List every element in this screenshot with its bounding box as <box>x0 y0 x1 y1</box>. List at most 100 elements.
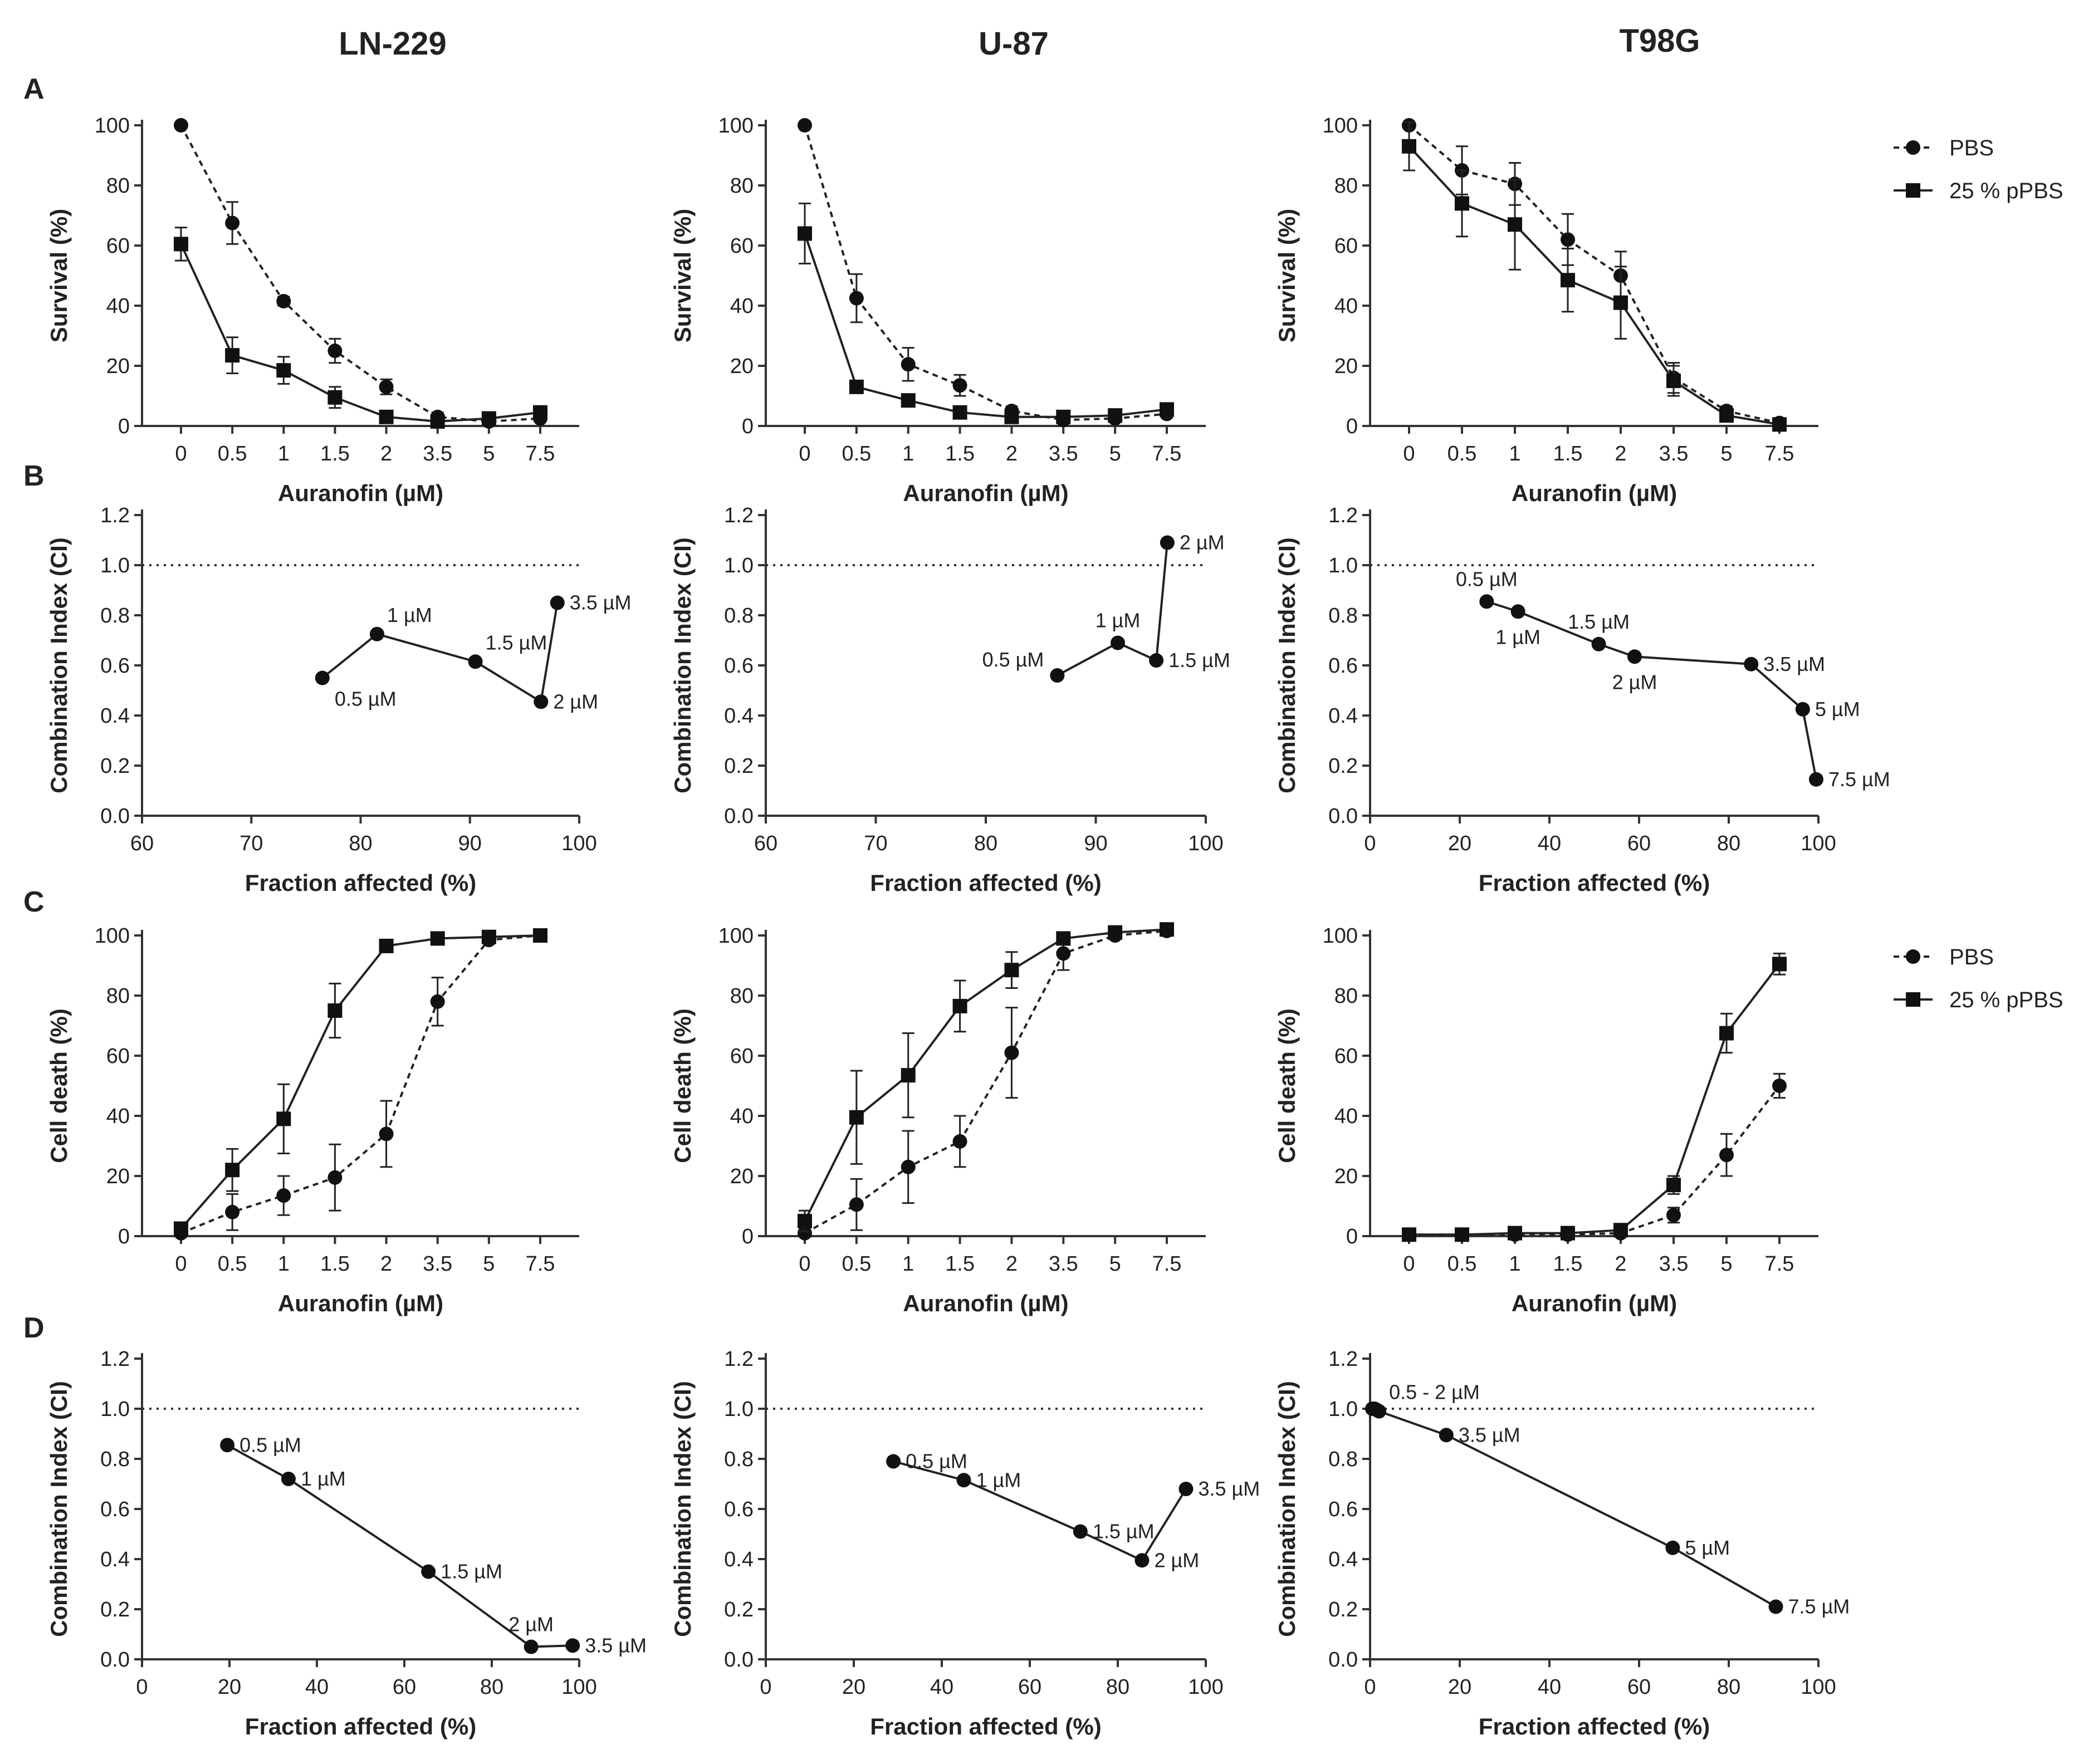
y-tick-label: 100 <box>1323 114 1358 138</box>
y-tick-label: 1.2 <box>100 504 130 527</box>
y-tick-label: 60 <box>730 1045 754 1068</box>
data-point <box>1455 1227 1469 1242</box>
y-tick-label: 0.0 <box>724 805 754 828</box>
series-ppbs <box>174 227 547 429</box>
y-axis-label: Cell death (%) <box>669 1008 696 1163</box>
data-point <box>1508 217 1522 232</box>
data-point <box>1056 931 1071 946</box>
x-tick-label: 80 <box>1717 1675 1740 1699</box>
data-point <box>1772 1079 1787 1093</box>
column-title-t98g: T98G <box>1619 23 1700 59</box>
x-axis-label: Auranofin (µM) <box>903 480 1068 506</box>
x-axis-label: Auranofin (µM) <box>278 480 443 506</box>
x-tick-label: 1.5 <box>1553 1252 1583 1276</box>
x-tick-label: 60 <box>1627 1675 1651 1699</box>
y-tick-label: 0 <box>742 1225 754 1248</box>
y-tick-label: 20 <box>1334 355 1358 378</box>
ci-point-label: 3.5 µM <box>570 591 632 614</box>
ci-point <box>1665 1540 1680 1555</box>
y-tick-label: 80 <box>730 984 754 1008</box>
y-tick-label: 1.2 <box>1328 1347 1358 1371</box>
x-tick-label: 100 <box>1188 832 1223 855</box>
x-tick-label: 100 <box>561 1675 596 1699</box>
x-tick-label: 90 <box>1084 832 1107 855</box>
x-tick-label: 2 <box>1006 442 1018 465</box>
series-ppbs <box>1402 121 1787 432</box>
x-tick-label: 7.5 <box>526 442 555 465</box>
x-tick-label: 40 <box>305 1675 329 1699</box>
ci-point-label: 2 µM <box>1612 670 1657 693</box>
y-tick-label: 40 <box>1334 1105 1358 1128</box>
ci-point <box>1510 604 1525 619</box>
y-tick-label: 0.6 <box>100 1498 130 1521</box>
data-point <box>901 1159 916 1174</box>
y-tick-label: 0.2 <box>100 754 130 778</box>
ci-point <box>1149 653 1164 668</box>
x-tick-label: 2 <box>380 1252 392 1276</box>
data-point <box>481 411 496 426</box>
y-tick-label: 1.0 <box>100 554 130 577</box>
x-tick-label: 60 <box>130 832 154 855</box>
legend-marker-circle <box>1906 949 1920 964</box>
x-tick-label: 1.5 <box>1553 442 1583 465</box>
y-tick-label: 0.2 <box>724 1598 754 1621</box>
ci-point <box>1808 772 1823 787</box>
ci-point <box>1111 635 1125 650</box>
data-point <box>1108 408 1123 423</box>
y-tick-label: 100 <box>1323 924 1358 948</box>
data-point <box>174 118 188 133</box>
y-tick-label: 100 <box>95 114 130 138</box>
x-tick-label: 5 <box>483 1252 495 1276</box>
y-tick-label: 0.0 <box>100 1648 130 1672</box>
data-point <box>1561 232 1575 247</box>
data-point <box>798 226 812 241</box>
series-ppbs <box>798 922 1174 1233</box>
x-tick-label: 20 <box>842 1675 865 1699</box>
y-axis-label: Survival (%) <box>1274 209 1300 342</box>
ci-point-label: 5 µM <box>1815 698 1860 721</box>
y-axis-label: Combination Index (CI) <box>1274 1381 1300 1637</box>
x-tick-label: 5 <box>1720 442 1732 465</box>
ci-point <box>1160 535 1175 550</box>
x-tick-label: 0.5 <box>842 442 871 465</box>
data-point <box>952 378 967 393</box>
y-axis-label: Survival (%) <box>46 209 72 342</box>
series-line <box>1409 963 1781 1236</box>
x-tick-label: 7.5 <box>526 1252 555 1276</box>
x-tick-label: 0.5 <box>218 1252 247 1276</box>
x-tick-label: 70 <box>864 832 887 855</box>
ci-point <box>1591 636 1606 651</box>
ci-point-label: 1 µM <box>976 1468 1021 1491</box>
y-tick-label: 0.4 <box>1328 704 1358 728</box>
chart-B-2: 0.0 0.2 0.4 0.6 0.8 1.0 1.2 Combination Index (… <box>1274 504 1890 896</box>
x-tick-label: 3.5 <box>1049 1252 1078 1276</box>
data-point <box>1056 946 1071 961</box>
chart-A-2: 0 20 40 60 80 100 Survival (%) Auranofin (µM) 0 0… <box>1274 114 1818 506</box>
data-point <box>327 1170 343 1185</box>
data-point <box>481 929 496 944</box>
ci-point-label: 1.5 µM <box>1093 1520 1155 1543</box>
data-point <box>327 1003 343 1018</box>
y-tick-label: 100 <box>95 924 130 948</box>
x-tick-label: 7.5 <box>1152 1252 1182 1276</box>
y-tick-label: 0.2 <box>1328 1598 1358 1621</box>
y-tick-label: 100 <box>718 924 754 948</box>
ci-point <box>1744 656 1759 672</box>
data-point <box>901 1068 916 1083</box>
x-tick-label: 1.5 <box>320 1252 350 1276</box>
ci-point <box>1439 1428 1454 1443</box>
ci-point-label: 0.5 - 2 µM <box>1389 1381 1480 1404</box>
x-tick-label: 0.5 <box>842 1252 871 1276</box>
legend-label: PBS <box>1949 136 1994 160</box>
data-point <box>952 998 967 1013</box>
data-point <box>276 293 291 308</box>
y-tick-label: 0.8 <box>100 604 130 628</box>
series-pbs <box>174 118 547 429</box>
data-point <box>379 379 394 394</box>
data-point <box>276 1111 291 1126</box>
ci-point-label: 0.5 µM <box>1456 567 1518 590</box>
ci-point-label: 1 µM <box>387 604 432 626</box>
data-point <box>225 215 240 231</box>
